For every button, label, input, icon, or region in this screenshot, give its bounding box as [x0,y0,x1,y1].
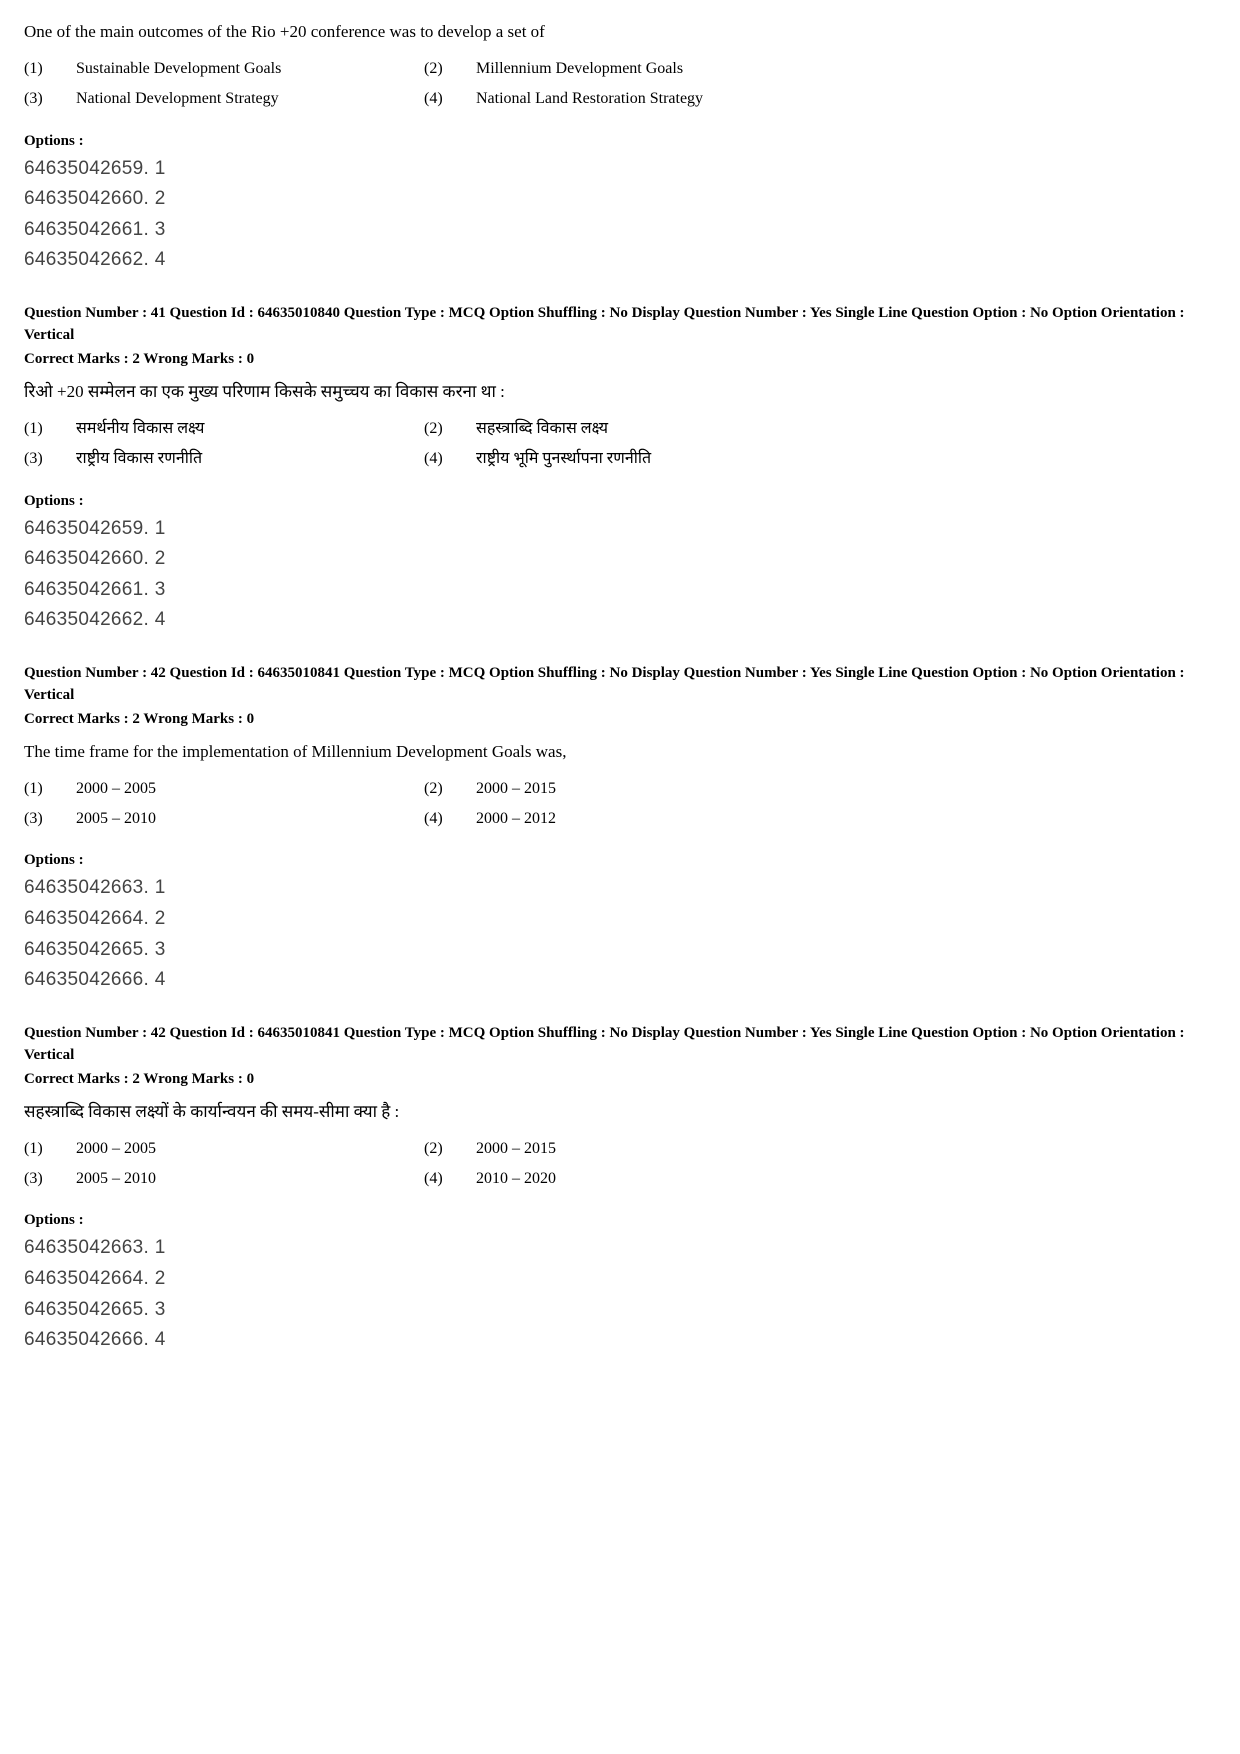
question-meta: Question Number : 41 Question Id : 64635… [24,302,1216,347]
choice-num: (2) [424,418,476,440]
question-meta: Question Number : 42 Question Id : 64635… [24,1022,1216,1067]
choice-row: (3) राष्ट्रीय विकास रणनीति (4) राष्ट्रीय… [24,448,1216,470]
choice-num: (3) [24,88,76,110]
question-text: The time frame for the implementation of… [24,740,1216,764]
option-line: 64635042664. 2 [24,906,1216,933]
question-marks: Correct Marks : 2 Wrong Marks : 0 [24,1069,1216,1090]
choice-cell: (4) 2000 – 2012 [424,808,824,830]
choice-text: 2000 – 2005 [76,778,424,800]
choice-text: सहस्त्राब्दि विकास लक्ष्य [476,418,824,440]
option-line: 64635042664. 2 [24,1266,1216,1293]
choice-row: (1) Sustainable Development Goals (2) Mi… [24,58,1216,80]
choice-cell: (2) 2000 – 2015 [424,1138,824,1160]
choice-num: (4) [424,448,476,470]
choice-text: 2000 – 2005 [76,1138,424,1160]
choices: (1) 2000 – 2005 (2) 2000 – 2015 (3) 2005… [24,1138,1216,1191]
options-header: Options : [24,491,1216,512]
choice-cell: (1) 2000 – 2005 [24,1138,424,1160]
choice-row: (3) 2005 – 2010 (4) 2010 – 2020 [24,1168,1216,1190]
choices: (1) समर्थनीय विकास लक्ष्य (2) सहस्त्राब्… [24,418,1216,471]
question-block-1: Question Number : 41 Question Id : 64635… [24,302,1216,634]
choice-text: 2000 – 2015 [476,1138,824,1160]
choice-row: (3) 2005 – 2010 (4) 2000 – 2012 [24,808,1216,830]
question-text: सहस्त्राब्दि विकास लक्ष्यों के कार्यान्व… [24,1100,1216,1124]
options-header: Options : [24,1210,1216,1231]
choice-num: (1) [24,778,76,800]
choice-cell: (3) National Development Strategy [24,88,424,110]
choice-text: National Development Strategy [76,88,424,110]
choice-cell: (3) 2005 – 2010 [24,808,424,830]
option-line: 64635042666. 4 [24,1327,1216,1354]
option-line: 64635042663. 1 [24,1235,1216,1262]
choice-cell: (1) Sustainable Development Goals [24,58,424,80]
choice-num: (3) [24,1168,76,1190]
option-line: 64635042663. 1 [24,875,1216,902]
choice-num: (2) [424,58,476,80]
option-line: 64635042661. 3 [24,217,1216,244]
choice-cell: (2) 2000 – 2015 [424,778,824,800]
choice-text: 2010 – 2020 [476,1168,824,1190]
choice-row: (1) समर्थनीय विकास लक्ष्य (2) सहस्त्राब्… [24,418,1216,440]
choice-num: (2) [424,778,476,800]
question-marks: Correct Marks : 2 Wrong Marks : 0 [24,349,1216,370]
choice-num: (1) [24,418,76,440]
question-text: रिओ +20 सम्मेलन का एक मुख्य परिणाम किसके… [24,380,1216,404]
choice-row: (1) 2000 – 2005 (2) 2000 – 2015 [24,778,1216,800]
choice-num: (2) [424,1138,476,1160]
choice-cell: (1) समर्थनीय विकास लक्ष्य [24,418,424,440]
options-header: Options : [24,131,1216,152]
question-marks: Correct Marks : 2 Wrong Marks : 0 [24,709,1216,730]
choice-text: National Land Restoration Strategy [476,88,824,110]
question-block-2: Question Number : 42 Question Id : 64635… [24,662,1216,994]
choice-text: राष्ट्रीय भूमि पुनर्स्थापना रणनीति [476,448,824,470]
choice-cell: (3) 2005 – 2010 [24,1168,424,1190]
choice-num: (3) [24,448,76,470]
option-line: 64635042660. 2 [24,186,1216,213]
option-line: 64635042665. 3 [24,1297,1216,1324]
question-meta: Question Number : 42 Question Id : 64635… [24,662,1216,707]
choice-num: (4) [424,1168,476,1190]
choice-row: (3) National Development Strategy (4) Na… [24,88,1216,110]
question-block-0: One of the main outcomes of the Rio +20 … [24,20,1216,274]
option-line: 64635042662. 4 [24,247,1216,274]
option-line: 64635042659. 1 [24,156,1216,183]
choice-num: (1) [24,58,76,80]
options-header: Options : [24,850,1216,871]
choice-cell: (3) राष्ट्रीय विकास रणनीति [24,448,424,470]
choice-text: 2005 – 2010 [76,1168,424,1190]
choices: (1) Sustainable Development Goals (2) Mi… [24,58,1216,111]
choice-text: समर्थनीय विकास लक्ष्य [76,418,424,440]
question-text: One of the main outcomes of the Rio +20 … [24,20,1216,44]
choice-cell: (4) राष्ट्रीय भूमि पुनर्स्थापना रणनीति [424,448,824,470]
choice-cell: (4) National Land Restoration Strategy [424,88,824,110]
option-line: 64635042662. 4 [24,607,1216,634]
choice-cell: (4) 2010 – 2020 [424,1168,824,1190]
choice-cell: (2) सहस्त्राब्दि विकास लक्ष्य [424,418,824,440]
choice-cell: (1) 2000 – 2005 [24,778,424,800]
choice-text: Sustainable Development Goals [76,58,424,80]
choice-text: 2000 – 2012 [476,808,824,830]
choice-text: राष्ट्रीय विकास रणनीति [76,448,424,470]
choice-num: (4) [424,88,476,110]
choice-num: (3) [24,808,76,830]
choices: (1) 2000 – 2005 (2) 2000 – 2015 (3) 2005… [24,778,1216,831]
option-line: 64635042661. 3 [24,577,1216,604]
option-line: 64635042665. 3 [24,937,1216,964]
option-line: 64635042666. 4 [24,967,1216,994]
choice-text: 2000 – 2015 [476,778,824,800]
choice-text: 2005 – 2010 [76,808,424,830]
choice-cell: (2) Millennium Development Goals [424,58,824,80]
question-block-3: Question Number : 42 Question Id : 64635… [24,1022,1216,1354]
choice-row: (1) 2000 – 2005 (2) 2000 – 2015 [24,1138,1216,1160]
choice-text: Millennium Development Goals [476,58,824,80]
option-line: 64635042660. 2 [24,546,1216,573]
choice-num: (1) [24,1138,76,1160]
choice-num: (4) [424,808,476,830]
option-line: 64635042659. 1 [24,516,1216,543]
